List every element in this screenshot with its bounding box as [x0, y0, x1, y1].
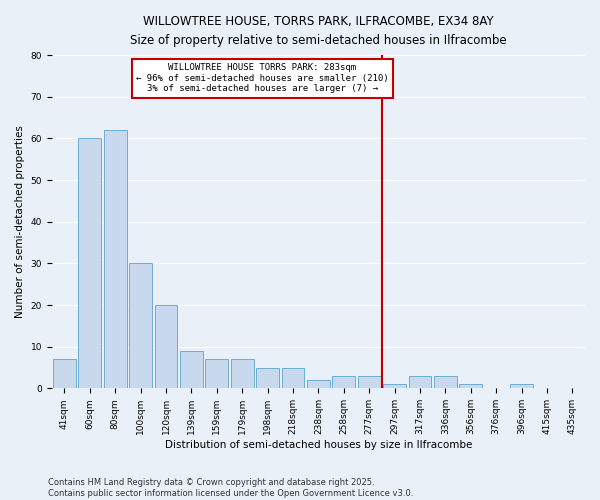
Bar — [281, 368, 304, 388]
Bar — [129, 264, 152, 388]
Bar — [510, 384, 533, 388]
Text: Contains HM Land Registry data © Crown copyright and database right 2025.
Contai: Contains HM Land Registry data © Crown c… — [48, 478, 413, 498]
X-axis label: Distribution of semi-detached houses by size in Ilfracombe: Distribution of semi-detached houses by … — [165, 440, 472, 450]
Bar — [434, 376, 457, 388]
Bar — [460, 384, 482, 388]
Text: WILLOWTREE HOUSE TORRS PARK: 283sqm
← 96% of semi-detached houses are smaller (2: WILLOWTREE HOUSE TORRS PARK: 283sqm ← 96… — [136, 64, 389, 93]
Bar — [409, 376, 431, 388]
Bar — [383, 384, 406, 388]
Bar — [332, 376, 355, 388]
Bar — [358, 376, 380, 388]
Bar — [307, 380, 330, 388]
Bar — [104, 130, 127, 388]
Bar — [79, 138, 101, 388]
Bar — [231, 359, 254, 388]
Bar — [53, 359, 76, 388]
Bar — [180, 351, 203, 389]
Bar — [205, 359, 228, 388]
Bar — [155, 305, 178, 388]
Bar — [256, 368, 279, 388]
Title: WILLOWTREE HOUSE, TORRS PARK, ILFRACOMBE, EX34 8AY
Size of property relative to : WILLOWTREE HOUSE, TORRS PARK, ILFRACOMBE… — [130, 15, 507, 47]
Y-axis label: Number of semi-detached properties: Number of semi-detached properties — [15, 126, 25, 318]
